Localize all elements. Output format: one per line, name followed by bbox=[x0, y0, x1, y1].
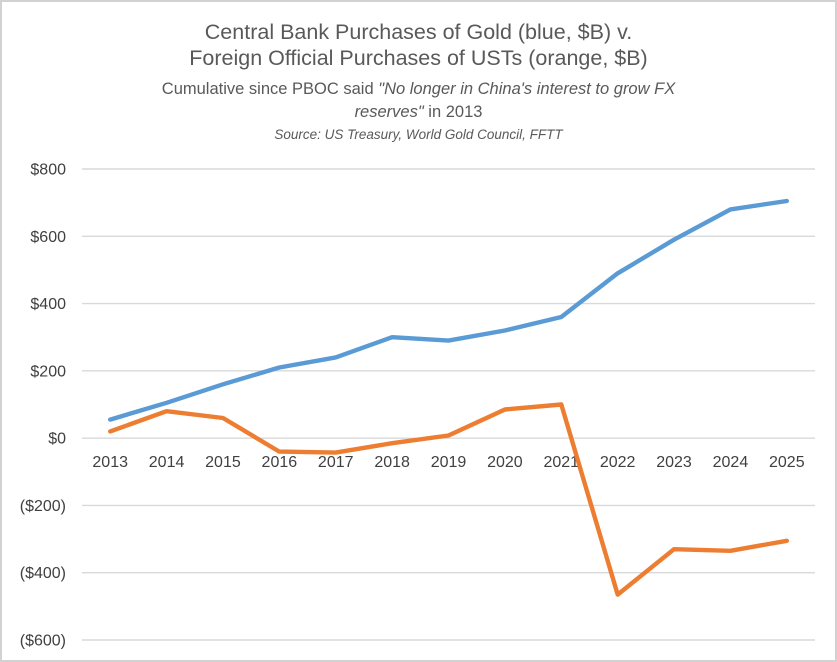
subtitle-quote-part1: "No longer in China's interest to grow F… bbox=[378, 80, 676, 98]
gold-series-line bbox=[107, 198, 789, 422]
x-axis-year-label: 2025 bbox=[769, 454, 805, 471]
y-axis-tick-label: ($600) bbox=[20, 633, 66, 650]
x-axis-year-label: 2020 bbox=[487, 454, 523, 471]
x-axis-year-label: 2014 bbox=[149, 454, 185, 471]
chart-title-line1: Central Bank Purchases of Gold (blue, $B… bbox=[204, 20, 633, 44]
x-axis-year-label: 2015 bbox=[205, 454, 241, 471]
x-axis-year-label: 2019 bbox=[431, 454, 467, 471]
x-axis-year-label: 2022 bbox=[600, 454, 636, 471]
y-axis-tick-label: $400 bbox=[30, 296, 66, 313]
chart-subtitle: Cumulative since PBOC said "No longer in… bbox=[2, 78, 835, 124]
y-axis-tick-label: $800 bbox=[30, 162, 66, 179]
y-axis-tick-label: ($400) bbox=[20, 565, 66, 582]
subtitle-quote-part2: reserves" bbox=[354, 103, 424, 121]
y-axis-tick-label: $600 bbox=[30, 229, 66, 246]
y-axis-tick-label: $0 bbox=[48, 431, 66, 448]
x-axis-year-label: 2021 bbox=[543, 454, 579, 471]
x-axis-year-label: 2016 bbox=[262, 454, 298, 471]
x-axis-year-label: 2013 bbox=[92, 454, 128, 471]
x-axis-year-label: 2017 bbox=[318, 454, 354, 471]
source-note: Source: US Treasury, World Gold Council,… bbox=[274, 127, 563, 142]
y-axis-tick-label: ($200) bbox=[20, 498, 66, 515]
chart-title-line2: Foreign Official Purchases of USTs (oran… bbox=[189, 46, 648, 70]
subtitle-suffix: in 2013 bbox=[423, 103, 483, 121]
x-axis-year-label: 2018 bbox=[374, 454, 410, 471]
y-axis-tick-label: $200 bbox=[30, 363, 66, 380]
ust-series-line bbox=[107, 402, 789, 597]
subtitle-prefix: Cumulative since PBOC said bbox=[161, 80, 379, 98]
x-axis-year-label: 2024 bbox=[713, 454, 749, 471]
x-axis-year-label: 2023 bbox=[656, 454, 692, 471]
chart-title-block: Central Bank Purchases of Gold (blue, $B… bbox=[2, 19, 835, 143]
